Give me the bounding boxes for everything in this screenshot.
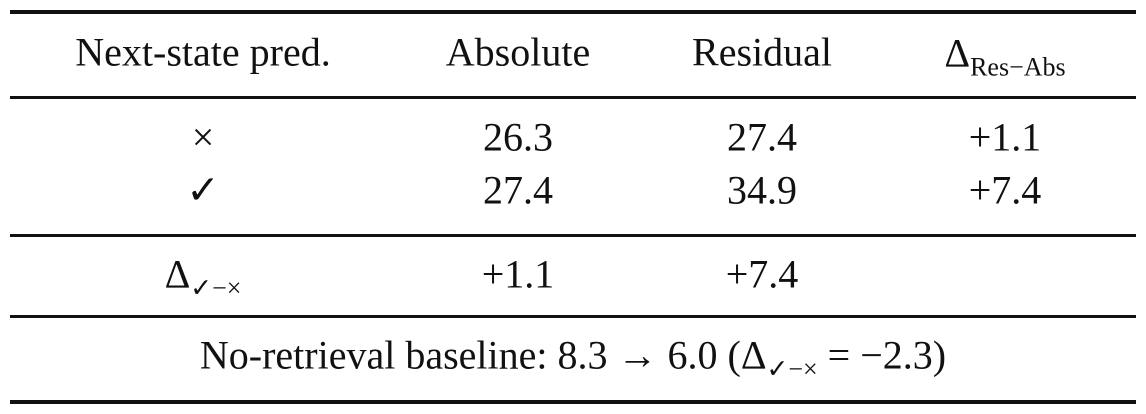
footer-text: = −2.3) (817, 332, 947, 378)
cell: +1.1 (481, 251, 555, 297)
subscript: Res−Abs (970, 52, 1066, 82)
cell: 27.4 (727, 114, 797, 160)
header-cell: Residual (692, 29, 832, 75)
header-cell: Next-state pred. (75, 29, 331, 75)
row-label: ✓ (186, 167, 220, 213)
subscript: ✓−× (766, 354, 818, 384)
cell: 34.9 (727, 167, 797, 213)
footer-rule (10, 315, 1136, 318)
cell: 27.4 (483, 167, 553, 213)
subscript: ✓−× (190, 273, 242, 303)
header-cell: Absolute (445, 29, 591, 75)
header-cell: ΔRes−Abs (944, 29, 1065, 82)
header-rule (10, 96, 1136, 99)
row-label: Δ✓−× (165, 250, 242, 303)
row-label: × (191, 114, 215, 160)
cell: +7.4 (968, 167, 1042, 213)
delta-symbol: Δ (944, 30, 971, 76)
bottom-rule (10, 400, 1136, 404)
footer-text: No-retrieval baseline: 8.3 → 6.0 (Δ (199, 332, 767, 378)
footer: No-retrieval baseline: 8.3 → 6.0 (Δ✓−× =… (200, 331, 946, 384)
top-rule (10, 10, 1136, 14)
cell: +1.1 (968, 114, 1042, 160)
cell: 26.3 (483, 114, 553, 160)
mid-rule (10, 234, 1136, 237)
delta-symbol: Δ (164, 251, 191, 297)
cell: +7.4 (725, 251, 799, 297)
